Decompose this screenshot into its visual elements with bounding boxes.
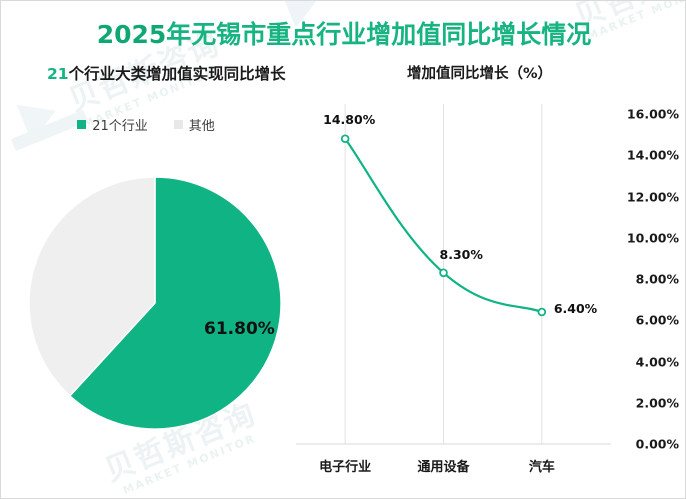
pie-subtitle-rest: 个行业大类增加值实现同比增长 [68,65,286,83]
pie-slice-1[interactable] [28,176,156,397]
watermark-bar-left [11,109,89,152]
x-axis-tick-1: 通用设备 [417,460,470,475]
y-axis-tick-0: 0.00% [635,436,679,452]
line-chart[interactable]: 0.00% 2.00% 4.00% 6.00% 8.00% 10.00% 12.00% 14.… [291,97,685,497]
y-axis-tick-3: 6.00% [635,312,679,328]
y-axis-tick-7: 14.00% [626,147,679,163]
legend-label-1: 其他 [188,119,215,134]
legend-item-0[interactable]: 21个行业 [77,115,148,134]
line-chart-subtitle: 增加值同比增长（%） [407,66,553,82]
legend-swatch-icon-1 [173,120,183,129]
y-axis-tick-6: 12.00% [626,189,679,204]
x-axis-tick-0: 电子行业 [319,460,372,475]
pie-chart-svg [28,176,282,430]
watermark-en-bottom: MARKET MONITOR [121,432,263,498]
data-point-0[interactable] [340,134,350,144]
data-point-1[interactable] [439,268,448,278]
legend-label-0: 21个行业 [92,119,148,134]
page-title-year: 2025 [96,20,167,49]
y-axis-tick-5: 10.00% [626,230,679,246]
data-point-label-0: 14.80% [323,111,376,127]
watermark-en-text-3: MARKET MONITOR [121,431,258,498]
data-point-label-2: 6.40% [553,301,598,316]
y-axis-tick-4: 8.00% [635,271,679,287]
pie-slice-0[interactable] [68,176,282,430]
page-title: 2025年无锡市重点行业增加值同比增长情况 [1,15,685,51]
legend-swatch-icon-0 [77,120,87,129]
watermark-text-bottom: 贝哲斯咨询 [97,396,261,493]
x-axis-tick-2: 汽车 [528,460,555,475]
line-chart-svg [296,104,611,445]
pie-slice-value-label: 61.80% [204,319,275,339]
pie-subtitle-highlight: 21 [47,65,69,83]
legend-item-1[interactable]: 其他 [173,115,215,134]
page-title-rest: 年无锡市重点行业增加值同比增长情况 [166,20,592,49]
pie-chart[interactable] [28,176,282,430]
y-axis-tick-8: 16.00% [626,106,679,122]
pie-chart-subtitle: 21个行业大类增加值实现同比增长 [47,62,286,84]
pie-legend: 21个行业 其他 [1,115,291,134]
data-point-label-1: 8.30% [439,246,483,262]
data-point-2[interactable] [537,307,547,317]
y-axis-tick-2: 4.00% [635,354,679,369]
y-axis-tick-1: 2.00% [635,395,679,411]
